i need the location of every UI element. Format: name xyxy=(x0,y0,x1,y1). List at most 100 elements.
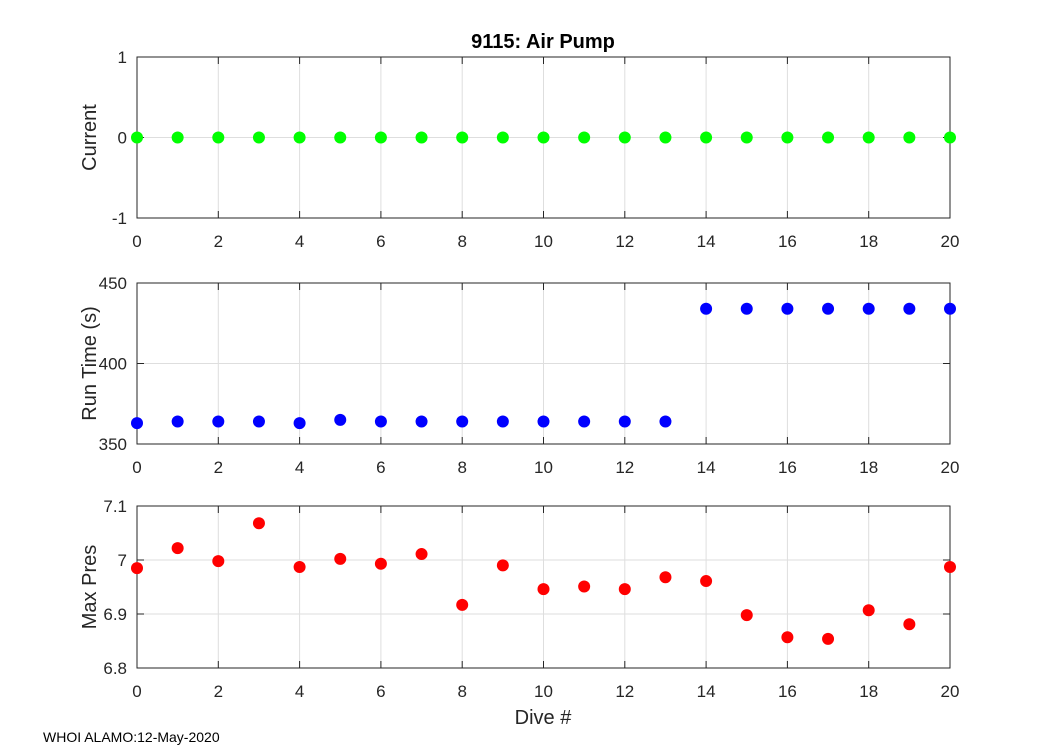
data-point xyxy=(618,583,631,596)
x-tick-label: 4 xyxy=(295,682,304,701)
x-tick-label: 14 xyxy=(697,682,716,701)
data-point xyxy=(415,548,428,561)
data-point xyxy=(334,552,347,565)
current-panel: 0 2 4 6 8 10 12 14 16 18 20 -1 0 1 Current xyxy=(79,48,959,251)
data-point xyxy=(496,415,509,428)
x-axis-label: Dive # xyxy=(515,707,573,729)
data-point xyxy=(334,131,347,144)
data-point xyxy=(415,131,428,144)
y-axis-label: Current xyxy=(79,104,101,171)
data-point xyxy=(862,604,875,617)
data-point xyxy=(496,559,509,572)
x-tick-label: 2 xyxy=(214,682,223,701)
maxpres-panel: 0 2 4 6 8 10 12 14 16 18 20 6.8 6.9 7 7.1 Max Pres xyxy=(79,497,959,701)
data-point xyxy=(415,415,428,428)
data-point xyxy=(293,561,306,574)
x-tick-label: 4 xyxy=(295,458,304,477)
data-point xyxy=(293,417,306,430)
y-tick-label: 400 xyxy=(99,355,127,374)
x-tick-label: 0 xyxy=(132,458,141,477)
x-tick-label: 20 xyxy=(941,682,960,701)
data-point xyxy=(537,583,550,596)
x-tick-label: 6 xyxy=(376,232,385,251)
data-point xyxy=(456,131,469,144)
data-point xyxy=(252,415,265,428)
data-point xyxy=(578,415,591,428)
x-tick-label: 4 xyxy=(295,232,304,251)
y-tick-label: -1 xyxy=(112,209,127,228)
x-tick-label: 12 xyxy=(615,232,634,251)
data-point xyxy=(374,415,387,428)
data-point xyxy=(578,580,591,593)
x-tick-label: 8 xyxy=(457,682,466,701)
data-point xyxy=(171,542,184,555)
data-point xyxy=(822,131,835,144)
y-tick-label: 7.1 xyxy=(103,497,127,516)
x-tick-label: 10 xyxy=(534,458,553,477)
data-point xyxy=(740,131,753,144)
data-point xyxy=(700,302,713,315)
y-tick-label: 450 xyxy=(99,274,127,293)
y-axis-label: Max Pres xyxy=(79,545,101,629)
y-tick-label: 350 xyxy=(99,435,127,454)
x-tick-label: 14 xyxy=(697,232,716,251)
data-point xyxy=(944,561,956,574)
x-tick-label: 6 xyxy=(376,682,385,701)
data-point xyxy=(293,131,306,144)
data-point xyxy=(781,131,794,144)
data-point xyxy=(822,632,835,645)
data-point xyxy=(740,302,753,315)
data-point xyxy=(171,415,184,428)
data-point xyxy=(659,415,672,428)
y-tick-label: 7 xyxy=(118,551,127,570)
data-point xyxy=(252,131,265,144)
data-point xyxy=(252,517,265,530)
x-tick-label: 8 xyxy=(457,458,466,477)
x-tick-label: 16 xyxy=(778,232,797,251)
data-point xyxy=(659,571,672,584)
data-point xyxy=(374,131,387,144)
data-point xyxy=(862,302,875,315)
data-point xyxy=(903,302,916,315)
data-point xyxy=(456,598,469,611)
data-point xyxy=(212,131,225,144)
x-tick-label: 16 xyxy=(778,682,797,701)
data-point xyxy=(903,618,916,631)
data-point xyxy=(862,131,875,144)
data-point xyxy=(212,555,225,568)
x-tick-label: 0 xyxy=(132,232,141,251)
y-tick-label: 6.9 xyxy=(103,605,127,624)
data-point xyxy=(171,131,184,144)
x-tick-label: 18 xyxy=(859,232,878,251)
x-tick-label: 20 xyxy=(941,232,960,251)
x-tick-label: 16 xyxy=(778,458,797,477)
x-tick-label: 18 xyxy=(859,458,878,477)
data-point xyxy=(374,557,387,570)
data-point xyxy=(131,562,143,575)
data-point xyxy=(781,631,794,644)
data-point xyxy=(618,131,631,144)
data-point xyxy=(456,415,469,428)
x-tick-label: 2 xyxy=(214,458,223,477)
y-axis-label: Run Time (s) xyxy=(79,306,101,420)
data-point xyxy=(944,302,956,315)
x-tick-label: 12 xyxy=(615,458,634,477)
x-tick-label: 20 xyxy=(941,458,960,477)
x-tick-label: 8 xyxy=(457,232,466,251)
chart-title: 9115: Air Pump xyxy=(471,31,615,53)
data-point xyxy=(903,131,916,144)
data-point xyxy=(131,417,143,430)
runtime-panel: 0 2 4 6 8 10 12 14 16 18 20 350 400 450 Run Time (s) xyxy=(79,274,959,477)
x-tick-label: 10 xyxy=(534,682,553,701)
x-tick-label: 18 xyxy=(859,682,878,701)
x-tick-label: 12 xyxy=(615,682,634,701)
data-point xyxy=(496,131,509,144)
data-point xyxy=(700,575,713,588)
footer-stamp: WHOI ALAMO:12-May-2020 xyxy=(43,729,220,745)
data-point xyxy=(537,415,550,428)
x-tick-label: 0 xyxy=(132,682,141,701)
data-point xyxy=(578,131,591,144)
data-point xyxy=(781,302,794,315)
data-point xyxy=(131,131,143,144)
